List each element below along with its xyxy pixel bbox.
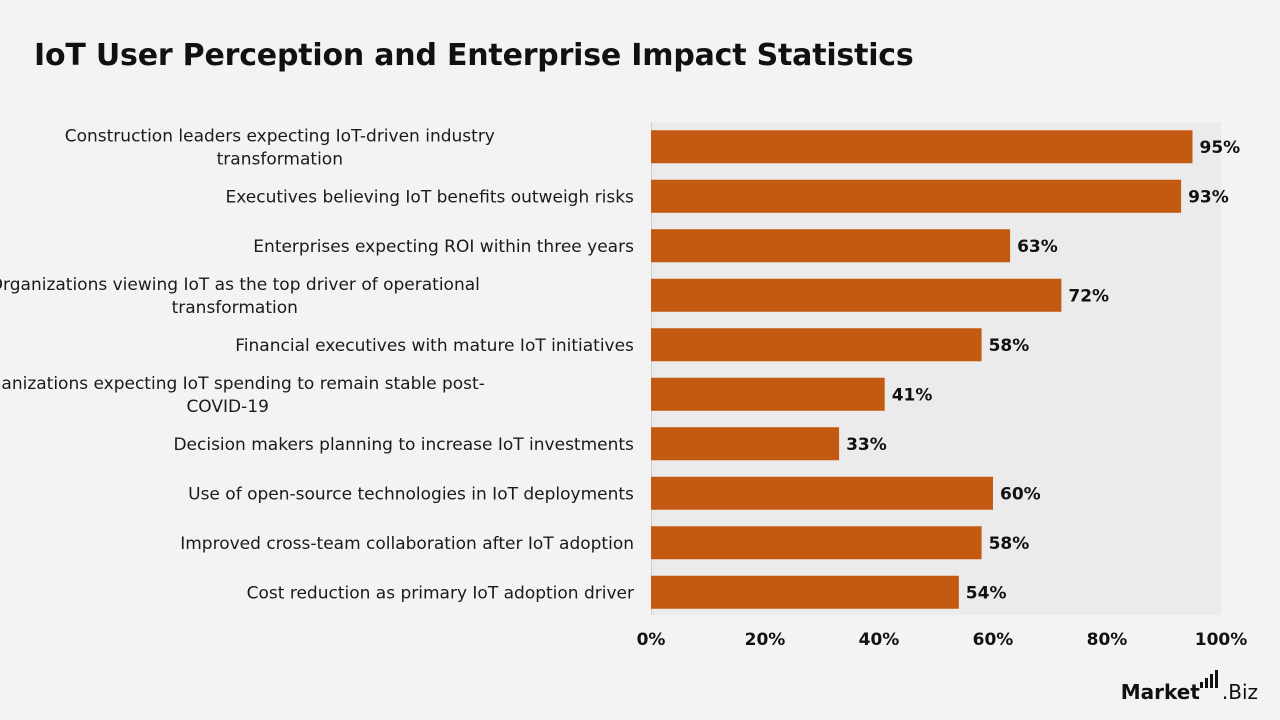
- bar-9: [651, 526, 982, 560]
- category-label-line: Construction leaders expecting IoT-drive…: [65, 126, 495, 146]
- category-label-6: Organizations expecting IoT spending to …: [0, 374, 485, 417]
- bar-1: [651, 130, 1193, 164]
- category-label-8: Use of open-source technologies in IoT d…: [188, 484, 634, 504]
- value-label-9: 58%: [989, 534, 1030, 554]
- value-labels: 95% 93% 63% 72% 58% 41% 33% 60% 58% 54%: [846, 138, 1240, 604]
- category-label-line: Organizations expecting IoT spending to …: [0, 374, 485, 394]
- category-label-line: Use of open-source technologies in IoT d…: [188, 484, 634, 504]
- category-label-line: Cost reduction as primary IoT adoption d…: [247, 583, 634, 603]
- value-label-8: 60%: [1000, 484, 1041, 504]
- chart-title: IoT User Perception and Enterprise Impac…: [34, 38, 914, 73]
- x-tick-label-80: 80%: [1087, 630, 1128, 650]
- value-label-2: 93%: [1188, 187, 1229, 207]
- category-labels: Construction leaders expecting IoT-drive…: [0, 126, 634, 603]
- brand-bars-icon: [1199, 670, 1220, 688]
- value-label-4: 72%: [1068, 286, 1109, 306]
- x-axis-ticks: 0% 20% 40% 60% 80% 100%: [637, 630, 1248, 650]
- brand-logo: Market .Biz: [1121, 670, 1258, 704]
- bar-6: [651, 377, 885, 411]
- category-label-line: Decision makers planning to increase IoT…: [173, 435, 634, 455]
- category-label-10: Cost reduction as primary IoT adoption d…: [247, 583, 634, 603]
- category-label-4: Organizations viewing IoT as the top dri…: [0, 275, 480, 318]
- bar-5: [651, 328, 982, 362]
- x-tick-label-60: 60%: [973, 630, 1014, 650]
- value-label-7: 33%: [846, 435, 887, 455]
- value-label-6: 41%: [892, 385, 933, 405]
- category-label-line: Executives believing IoT benefits outwei…: [225, 187, 634, 207]
- category-label-line: Financial executives with mature IoT ini…: [235, 336, 634, 356]
- category-label-line: COVID-19: [186, 397, 268, 417]
- x-tick-label-0: 0%: [637, 630, 666, 650]
- category-label-line: Organizations viewing IoT as the top dri…: [0, 275, 480, 295]
- bar-8: [651, 476, 993, 510]
- category-label-line: Improved cross-team collaboration after …: [180, 534, 634, 554]
- category-label-5: Financial executives with mature IoT ini…: [235, 336, 634, 356]
- x-tick-label-100: 100%: [1195, 630, 1248, 650]
- value-label-3: 63%: [1017, 237, 1058, 257]
- category-label-line: transformation: [172, 298, 298, 318]
- category-label-7: Decision makers planning to increase IoT…: [173, 435, 634, 455]
- value-label-1: 95%: [1200, 138, 1241, 158]
- category-label-9: Improved cross-team collaboration after …: [180, 534, 634, 554]
- x-tick-label-40: 40%: [859, 630, 900, 650]
- bar-4: [651, 278, 1062, 312]
- bar-3: [651, 229, 1011, 263]
- brand-name-bold: Market: [1120, 680, 1200, 704]
- value-label-10: 54%: [966, 583, 1007, 603]
- brand-name-rest: .Biz: [1221, 680, 1258, 704]
- category-label-3: Enterprises expecting ROI within three y…: [253, 237, 634, 257]
- category-label-1: Construction leaders expecting IoT-drive…: [65, 126, 495, 169]
- category-label-2: Executives believing IoT benefits outwei…: [225, 187, 634, 207]
- bar-2: [651, 179, 1182, 213]
- bar-7: [651, 427, 840, 461]
- bars-group: [651, 130, 1193, 609]
- bar-10: [651, 575, 959, 609]
- value-label-5: 58%: [989, 336, 1030, 356]
- x-tick-label-20: 20%: [745, 630, 786, 650]
- category-label-line: transformation: [217, 149, 343, 169]
- category-label-line: Enterprises expecting ROI within three y…: [253, 237, 634, 257]
